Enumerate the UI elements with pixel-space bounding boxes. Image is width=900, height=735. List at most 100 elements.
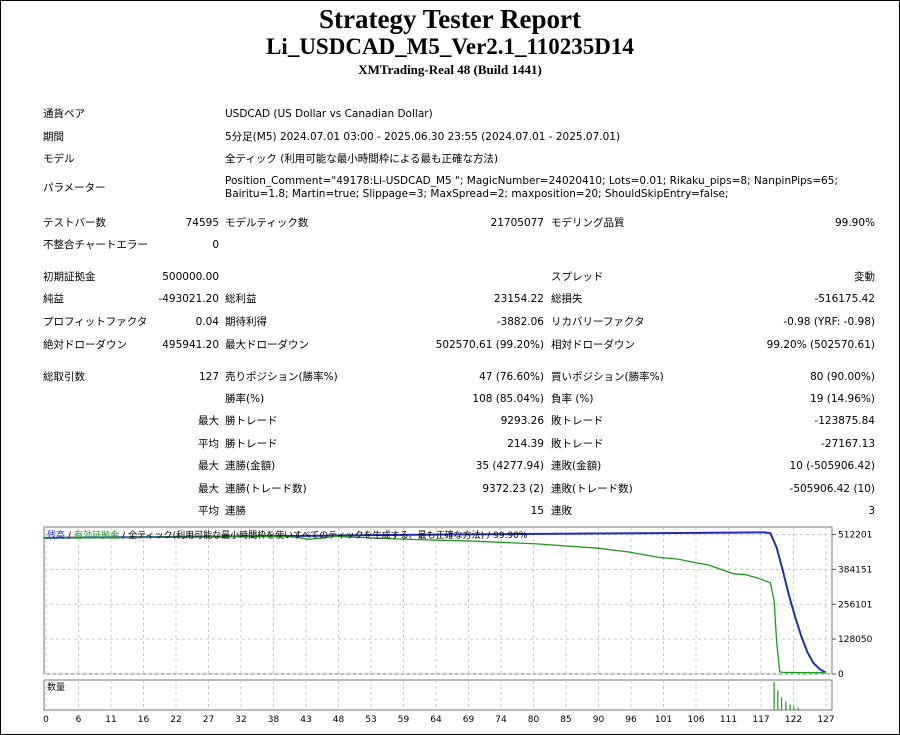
model-label: モデル [43,153,75,165]
x-tick-label: 0 [43,715,49,725]
symbol-label: 通貨ペア [43,108,85,120]
volume-bars [773,682,799,710]
symbol-value: USDCAD (US Dollar vs Canadian Dollar) [225,108,433,120]
x-tick-label: 106 [687,715,704,725]
avg-cons-wins-label: 連勝 [225,505,246,517]
ticks-value: 21705077 [490,217,544,229]
volume-label: 数量 [47,681,65,693]
avg-cons-wins-value: 15 [530,505,544,517]
deposit-label: 初期証拠金 [43,271,96,283]
profit-factor-value: 0.04 [195,316,219,328]
avg-cons-losses-value: 3 [868,505,875,517]
cons-losses-label: 連敗(金額) [551,460,602,472]
avg-win-value: 214.39 [507,438,544,450]
bars-label: テストバー数 [43,217,106,229]
params-label: パラメーター [43,182,106,194]
recovery-factor-value: -0.98 (YRF: -0.98) [783,316,875,328]
cons-profit-value: 9372.23 (2) [482,483,544,495]
params-value: Position_Comment="49178:Li-USDCAD_M5 "; … [225,175,838,200]
chart-grid [44,527,832,675]
y-tick-label: 512201 [838,531,872,541]
loss-rate-label: 負率 (%) [551,393,594,405]
x-axis: 0 6 11 16 22 27 32 38 43 48 53 59 64 69 74 80 85 90 96 101 1… [43,715,834,725]
gross-loss-label: 総損失 [551,293,583,305]
x-tick-label: 122 [785,715,802,725]
cons-loss-value: -505906.42 (10) [789,483,875,495]
x-tick-label: 43 [300,715,311,725]
x-tick-label: 64 [430,715,442,725]
x-tick-label: 69 [463,715,475,725]
legend-model: 全ティック(利用可能な最小時間枠を使いすべてのティックを生成する、最も正確な方法… [128,529,484,541]
avg-prefix: 平均 [198,505,219,517]
avg-win-label: 勝トレード [225,438,278,450]
x-tick-label: 80 [528,715,540,725]
x-tick-label: 6 [76,715,82,725]
win-rate-label: 勝率(%) [225,393,265,405]
period-value: 5分足(M5) 2024.07.01 03:00 - 2025.06.30 23… [225,131,621,143]
largest-loss-value: -123875.84 [814,415,875,427]
x-tick-label: 53 [365,715,376,725]
y-tick-label: 384151 [838,565,872,575]
x-tick-label: 16 [138,715,150,725]
avg-cons-losses-label: 連敗 [551,505,572,517]
long-positions-value: 80 (90.00%) [810,371,875,383]
profit-factor-label: プロフィットファクタ [43,316,148,328]
avg-loss-value: -27167.13 [821,438,875,450]
gross-profit-label: 総利益 [225,293,257,305]
y-tick-label: 0 [838,670,844,680]
cons-profit-label: 連勝(トレード数) [225,483,307,495]
chart-series [43,531,827,674]
largest-loss-label: 敗トレード [551,415,604,427]
x-tick-label: 27 [203,715,214,725]
max-prefix: 最大 [198,460,219,472]
abs-drawdown-label: 絶対ドローダウン [43,339,127,351]
max-prefix: 最大 [198,483,219,495]
max-prefix: 最大 [198,415,219,427]
total-trades-label: 総取引数 [43,371,85,383]
ticks-label: モデルティック数 [225,217,309,229]
cons-wins-value: 35 (4277.94) [475,460,544,472]
x-tick-label: 111 [720,715,737,725]
volume-plot-frame [43,679,833,711]
x-tick-label: 48 [333,715,345,725]
legend-equity: 有効証拠金 [74,529,119,541]
x-tick-label: 101 [655,715,672,725]
net-profit-value: -493021.20 [158,293,219,305]
max-drawdown-value: 502570.61 (99.20%) [435,339,544,351]
x-tick-label: 59 [398,715,410,725]
gross-loss-value: -516175.42 [814,293,875,305]
report-title: Strategy Tester Report [319,4,581,34]
modeling-value: 99.90% [834,217,875,229]
largest-win-label: 勝トレード [225,415,278,427]
chart-legend: 残高 / 有効証拠金 / 全ティック(利用可能な最小時間枠を使いすべてのティックを生成す… [47,529,528,541]
bars-value: 74595 [185,217,219,229]
x-tick-label: 32 [235,715,246,725]
model-value: 全ティック (利用可能な最小時間枠による最も正確な方法) [225,153,499,165]
legend-sep: / [122,531,126,541]
short-positions-label: 売りポジション(勝率%) [225,371,338,383]
equity-line [43,535,826,674]
loss-rate-value: 19 (14.96%) [810,393,875,405]
expected-payoff-value: -3882.06 [496,316,544,328]
x-tick-label: 38 [268,715,280,725]
rel-drawdown-label: 相対ドローダウン [551,339,635,351]
cons-loss-label: 連敗(トレード数) [551,483,633,495]
net-profit-label: 純益 [43,293,64,305]
x-tick-label: 22 [170,715,181,725]
expected-payoff-label: 期待利得 [225,316,267,328]
abs-drawdown-value: 495941.20 [162,339,219,351]
mismatch-label: 不整合チャートエラー [43,239,148,251]
legend-quality: 99.90% [493,531,528,541]
main-plot-frame [43,526,833,675]
long-positions-label: 買いポジション(勝率%) [551,371,664,383]
x-tick-label: 127 [817,715,834,725]
y-tick-label: 256101 [838,600,872,610]
ea-name: Li_USDCAD_M5_Ver2.1_110235D14 [266,34,634,59]
max-drawdown-label: 最大ドローダウン [225,339,309,351]
x-tick-label: 96 [625,715,637,725]
total-trades-value: 127 [198,371,219,383]
win-rate-value: 108 (85.04%) [472,393,544,405]
period-label: 期間 [43,131,64,143]
x-tick-label: 117 [752,715,769,725]
